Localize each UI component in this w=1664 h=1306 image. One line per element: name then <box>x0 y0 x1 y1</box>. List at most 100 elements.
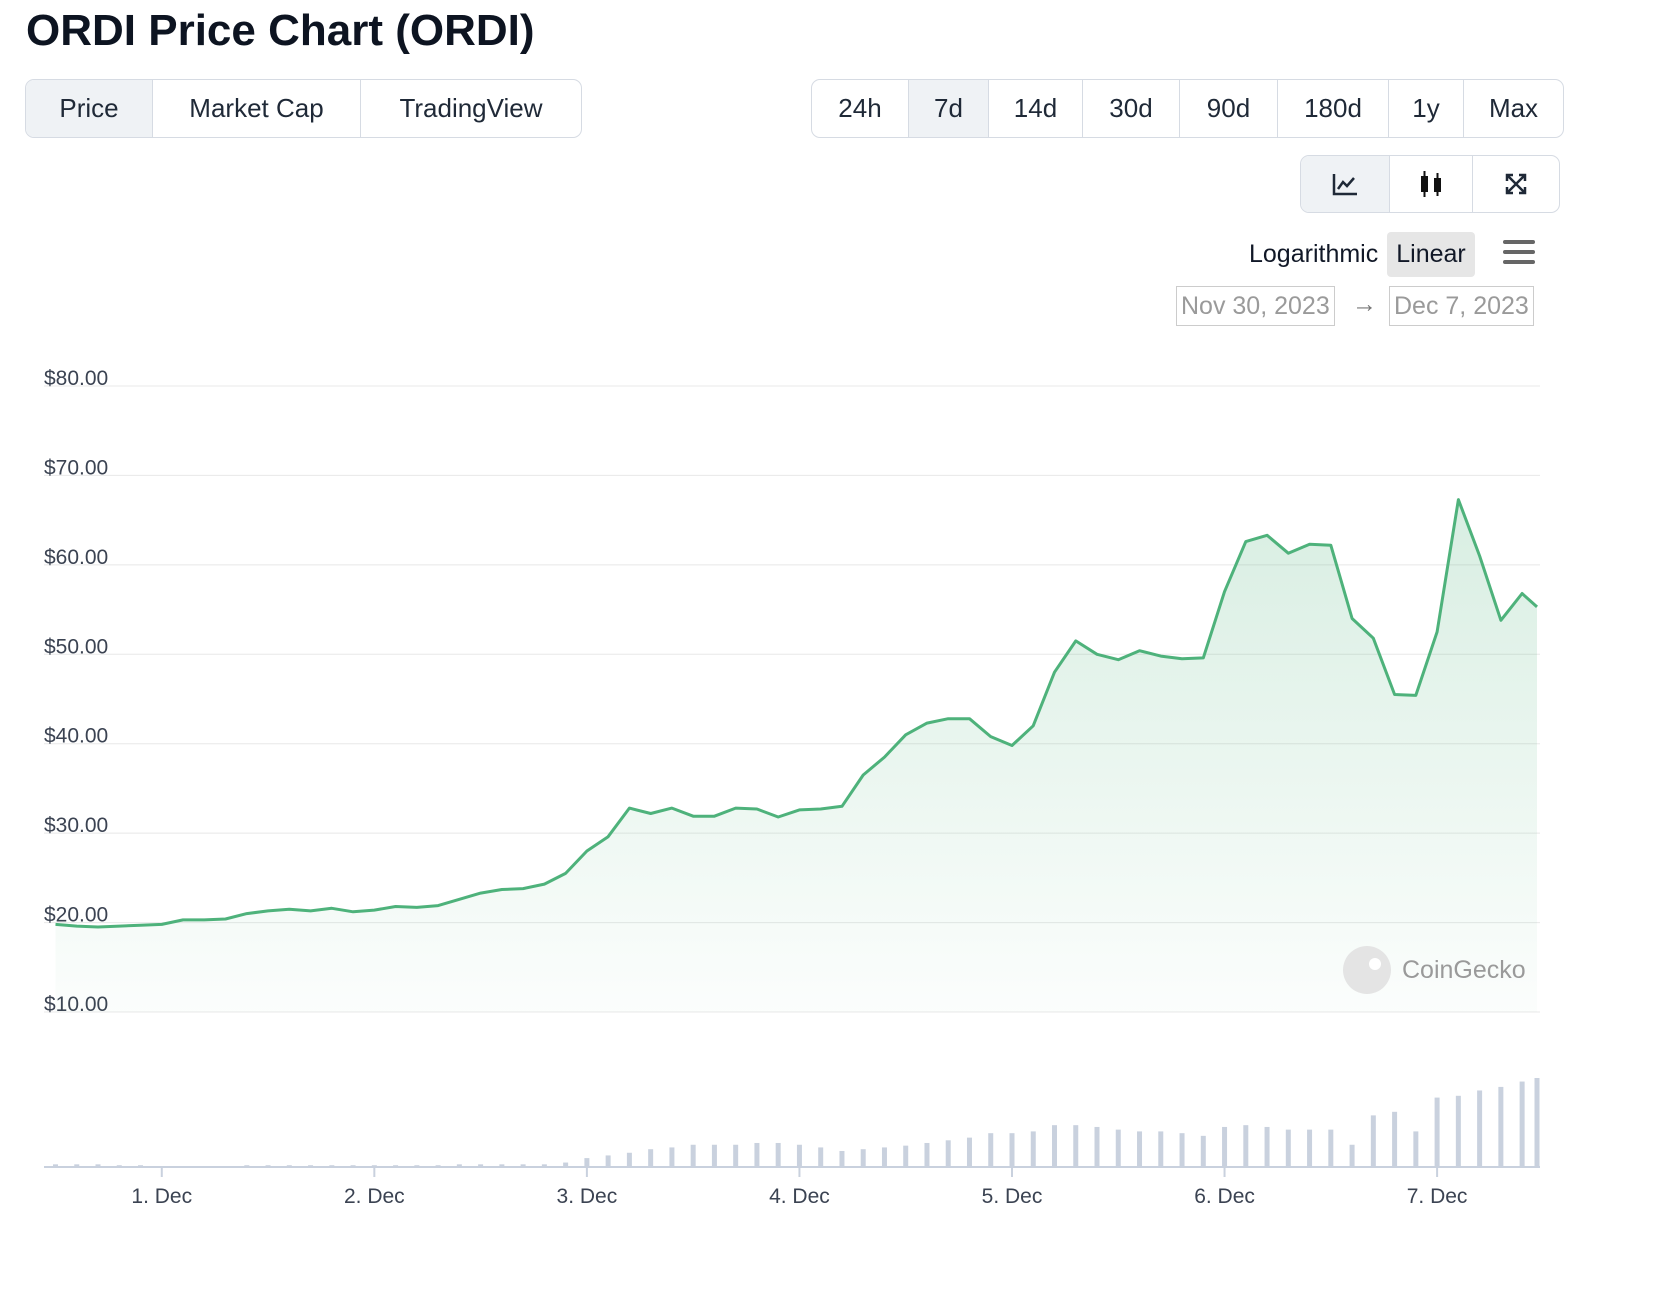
range-button[interactable]: 90d <box>1180 80 1278 137</box>
volume-bar <box>1158 1131 1164 1167</box>
volume-bar <box>1413 1131 1419 1167</box>
volume-bar <box>520 1164 526 1167</box>
volume-bar <box>1455 1095 1461 1167</box>
volume-bar <box>1328 1129 1334 1167</box>
scale-toggle: Logarithmic Linear <box>1240 232 1475 277</box>
volume-bar <box>1030 1131 1036 1167</box>
volume-bar <box>1137 1131 1143 1167</box>
volume-bar <box>903 1145 909 1167</box>
volume-bar <box>605 1155 611 1167</box>
volume-bar <box>924 1142 930 1167</box>
date-to[interactable]: Dec 7, 2023 <box>1389 286 1534 326</box>
range-button[interactable]: 1y <box>1389 80 1464 137</box>
volume-bar <box>53 1164 59 1167</box>
volume-bar <box>775 1142 781 1167</box>
volume-bar <box>1200 1135 1206 1167</box>
candle-icon <box>1421 171 1441 197</box>
volume-bar <box>95 1164 101 1167</box>
date-from[interactable]: Nov 30, 2023 <box>1176 286 1335 326</box>
x-tick-label: 1. Dec <box>131 1185 192 1208</box>
volume-bar <box>1264 1126 1270 1167</box>
volume-bar <box>74 1164 80 1167</box>
chart-mode-group <box>1300 155 1560 213</box>
volume-bar <box>584 1158 590 1167</box>
volume-bar <box>839 1150 845 1167</box>
range-group: 24h 7d 14d 30d 90d 180d 1y Max <box>811 79 1564 138</box>
volume-bar <box>1009 1133 1015 1167</box>
y-tick-label: $60.00 <box>44 546 108 569</box>
range-button[interactable]: 14d <box>989 80 1083 137</box>
volume-bar <box>1307 1129 1313 1167</box>
y-tick-label: $70.00 <box>44 456 108 479</box>
volume-bar <box>1477 1090 1483 1167</box>
price-area <box>55 499 1537 1013</box>
line-icon <box>1332 174 1357 196</box>
volume-bar <box>690 1144 696 1167</box>
x-tick-label: 2. Dec <box>344 1185 405 1208</box>
volume-bar <box>478 1164 484 1167</box>
x-tick-label: 5. Dec <box>982 1185 1043 1208</box>
volume-bar <box>1179 1133 1185 1167</box>
y-tick-label: $20.00 <box>44 904 108 927</box>
volume-bar <box>945 1140 951 1167</box>
volume-bar <box>1115 1129 1121 1167</box>
volume-bar <box>1285 1129 1291 1167</box>
watermark-text: CoinGecko <box>1402 956 1526 984</box>
x-tick-label: 7. Dec <box>1407 1185 1468 1208</box>
volume-bar <box>1243 1125 1249 1167</box>
volume-bar <box>563 1162 569 1167</box>
volume-bar <box>711 1144 717 1167</box>
volume-bar <box>966 1137 972 1167</box>
line-mode-button[interactable] <box>1301 156 1390 212</box>
volume-bar <box>860 1149 866 1167</box>
range-button[interactable]: Max <box>1488 93 1539 123</box>
watermark-logo <box>1343 946 1391 994</box>
date-separator: → <box>1352 290 1377 318</box>
range-button[interactable]: 24h <box>812 80 909 137</box>
volume-bar <box>1073 1125 1079 1167</box>
volume-bar <box>1498 1086 1504 1167</box>
expand-icon <box>1505 173 1527 195</box>
watermark: CoinGecko <box>1343 946 1526 994</box>
fullscreen-button[interactable] <box>1473 156 1559 212</box>
y-tick-label: $50.00 <box>44 635 108 658</box>
x-tick-label: 6. Dec <box>1194 1185 1255 1208</box>
range-button[interactable]: 180d <box>1278 80 1389 137</box>
volume-bar <box>1370 1115 1376 1167</box>
x-tick-label: 4. Dec <box>769 1185 830 1208</box>
volume-bar <box>1052 1125 1058 1167</box>
volume-bar <box>541 1164 547 1167</box>
y-tick-label: $40.00 <box>44 725 108 748</box>
y-tick-label: $30.00 <box>44 814 108 837</box>
tab-button[interactable]: Market Cap <box>153 80 361 137</box>
range-button[interactable]: 30d <box>1083 80 1180 137</box>
volume-bar <box>1222 1126 1228 1167</box>
tab-button[interactable]: Price <box>26 80 153 137</box>
y-tick-label: $80.00 <box>44 367 108 390</box>
volume-bar <box>988 1133 994 1167</box>
volume-bar <box>1519 1081 1525 1167</box>
volume-bar <box>754 1142 760 1167</box>
tab-group: Price Market Cap TradingView <box>25 79 582 138</box>
candle-mode-button[interactable] <box>1390 156 1473 212</box>
price-line <box>55 498 1539 929</box>
x-tick-label: 3. Dec <box>557 1185 618 1208</box>
volume-bar <box>1434 1097 1440 1167</box>
tab-button[interactable]: TradingView <box>399 93 543 123</box>
volume-bar <box>733 1144 739 1167</box>
scale-option[interactable]: Logarithmic <box>1249 240 1379 268</box>
volume-bar <box>648 1149 654 1167</box>
volume-bar <box>669 1147 675 1167</box>
volume-bar <box>626 1152 632 1167</box>
volume-bar <box>818 1147 824 1167</box>
volume-bar <box>456 1164 462 1167</box>
title: ORDI Price Chart (ORDI) <box>26 6 535 55</box>
volume-bar <box>1349 1144 1355 1167</box>
range-button[interactable]: 7d <box>909 80 989 137</box>
menu-icon[interactable] <box>1502 238 1536 266</box>
volume-bar <box>1534 1078 1540 1167</box>
volume-bar <box>499 1164 505 1167</box>
scale-option[interactable]: Linear <box>1387 232 1475 277</box>
